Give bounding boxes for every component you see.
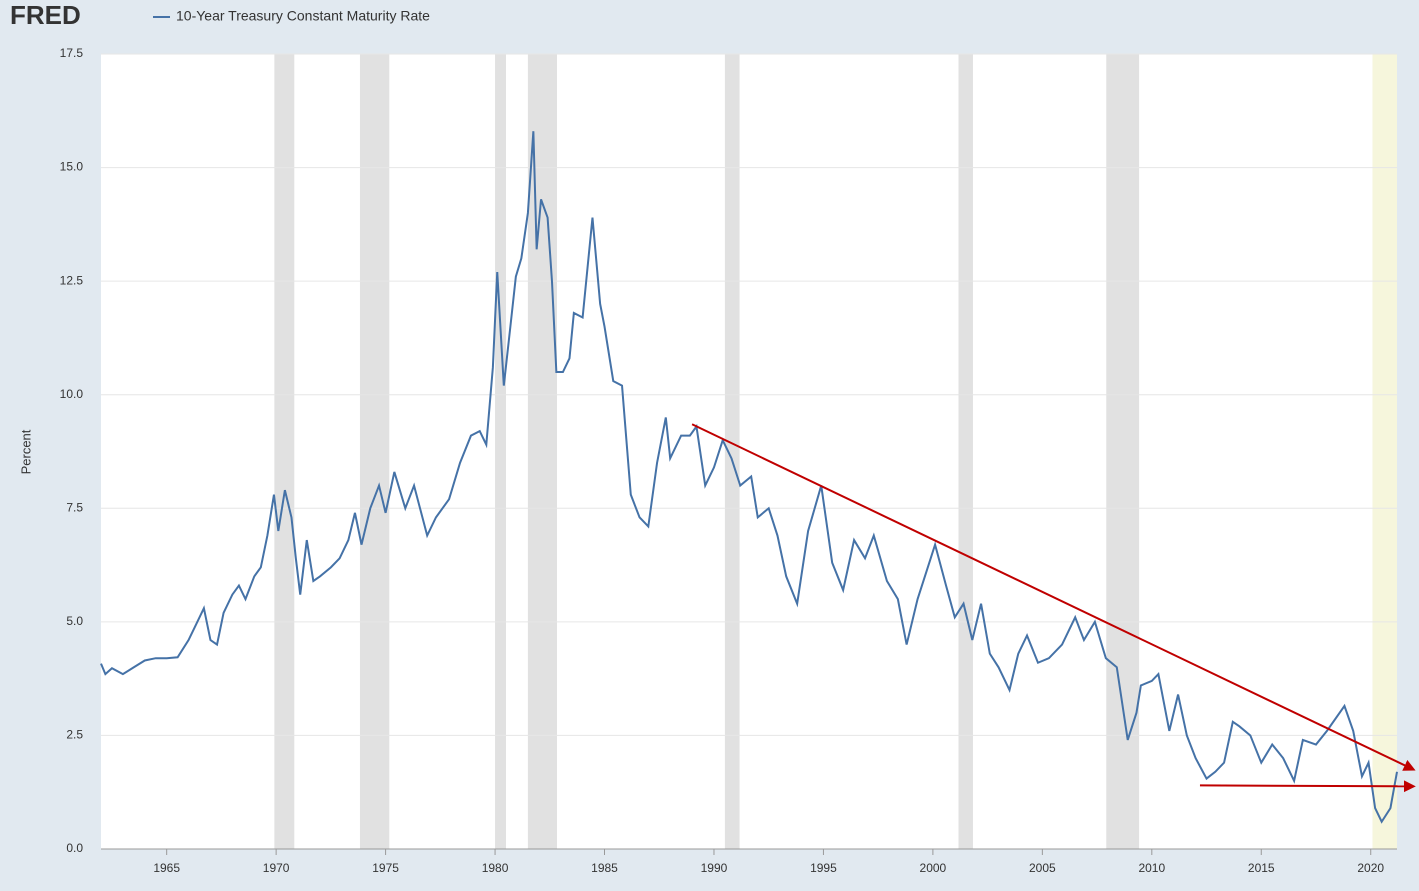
x-tick-label: 2000 bbox=[920, 861, 947, 875]
y-tick-label: 0.0 bbox=[66, 841, 83, 855]
y-axis-label: Percent bbox=[18, 429, 33, 474]
x-tick-label: 1980 bbox=[482, 861, 509, 875]
x-tick-label: 1995 bbox=[810, 861, 837, 875]
shaded-period bbox=[724, 54, 740, 849]
x-tick-label: 2005 bbox=[1029, 861, 1056, 875]
x-tick-label: 1975 bbox=[372, 861, 399, 875]
y-tick-label: 17.5 bbox=[60, 46, 84, 60]
trend-arrow bbox=[691, 423, 1416, 771]
line-series bbox=[100, 131, 1398, 824]
shaded-period bbox=[495, 54, 506, 849]
x-tick-label: 2015 bbox=[1248, 861, 1275, 875]
y-tick-label: 5.0 bbox=[66, 614, 83, 628]
x-tick-label: 2020 bbox=[1357, 861, 1384, 875]
shaded-period bbox=[359, 54, 390, 849]
legend-label: 10-Year Treasury Constant Maturity Rate bbox=[176, 8, 430, 24]
trend-arrow bbox=[1199, 780, 1416, 793]
x-tick-label: 1990 bbox=[701, 861, 728, 875]
y-tick-label: 10.0 bbox=[60, 387, 84, 401]
x-tick-label: 1965 bbox=[153, 861, 180, 875]
shaded-period bbox=[1106, 54, 1140, 849]
x-tick-label: 2010 bbox=[1138, 861, 1165, 875]
logo: FRED bbox=[10, 0, 81, 30]
y-tick-label: 2.5 bbox=[66, 728, 83, 742]
shaded-period bbox=[958, 54, 973, 849]
shaded-period bbox=[527, 54, 558, 849]
x-tick-label: 1985 bbox=[591, 861, 618, 875]
y-tick-label: 12.5 bbox=[60, 273, 84, 287]
y-tick-label: 15.0 bbox=[60, 160, 84, 174]
shaded-period bbox=[274, 54, 295, 849]
y-tick-label: 7.5 bbox=[66, 500, 83, 514]
shaded-period bbox=[1372, 54, 1397, 849]
x-tick-label: 1970 bbox=[263, 861, 290, 875]
